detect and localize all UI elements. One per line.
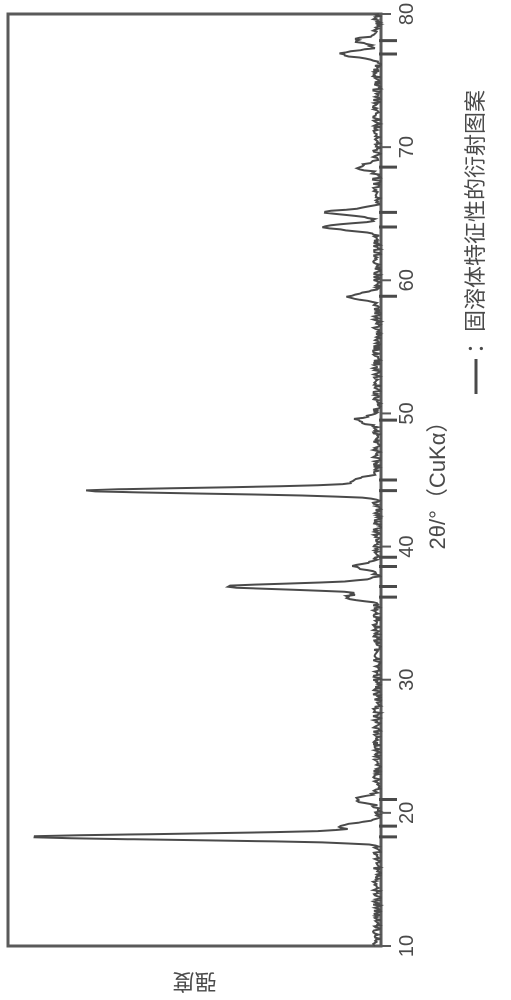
- svg-text:40: 40: [396, 535, 418, 557]
- svg-text:80: 80: [396, 3, 418, 25]
- svg-text:60: 60: [396, 269, 418, 291]
- svg-text:10: 10: [396, 935, 418, 957]
- svg-text:70: 70: [396, 136, 418, 158]
- xrd-chart: 10 20 30 40 50 60 70 80 2θ/°（CuKα） 强度 ：固溶体特征性的衍…: [0, 0, 511, 1000]
- x-axis-label: 2θ/°（CuKα）: [425, 411, 450, 550]
- svg-text:30: 30: [396, 669, 418, 691]
- plot-frame: [8, 14, 381, 946]
- y-axis-label: 强度: [172, 969, 216, 994]
- xrd-trace: [35, 14, 381, 946]
- svg-text:50: 50: [396, 402, 418, 424]
- legend: ：固溶体特征性的衍射图案: [463, 90, 488, 394]
- x-axis-tick-labels: 10 20 30 40 50 60 70 80: [396, 3, 418, 957]
- svg-text:20: 20: [396, 802, 418, 824]
- legend-text: ：固溶体特征性的衍射图案: [463, 90, 488, 354]
